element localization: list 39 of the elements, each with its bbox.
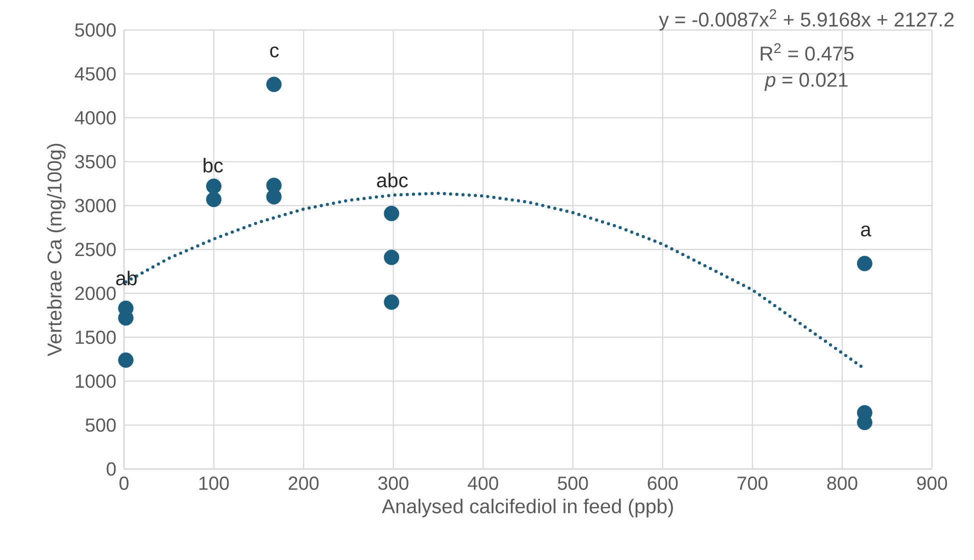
point <box>384 206 400 222</box>
x-tick-label: 0 <box>119 476 129 490</box>
y-tick-label: 3000 <box>75 198 116 212</box>
y-tick-label: 2500 <box>75 242 116 256</box>
x-tick-label: 200 <box>288 476 319 490</box>
annotation: R$^{2}$ = 0.475 <box>760 43 854 61</box>
point <box>206 178 222 194</box>
annotation: bc <box>204 158 223 173</box>
point <box>856 256 872 272</box>
x-tick-label: 800 <box>827 476 858 490</box>
y-tick-label: 1000 <box>76 374 116 388</box>
y-tick-label: 500 <box>86 418 116 432</box>
y-tick-label: 2000 <box>75 286 116 300</box>
point <box>118 352 134 368</box>
x-tick-label: 600 <box>648 476 678 490</box>
x-tick-label: 700 <box>738 476 768 490</box>
x-axis-title: Analysed calcifediol in feed (ppb) <box>382 498 673 518</box>
x-tick-label: 900 <box>917 476 948 490</box>
point <box>384 250 400 266</box>
point <box>266 189 282 205</box>
x-tick-label: 500 <box>558 476 588 490</box>
annotation: abc <box>377 172 408 188</box>
point <box>206 192 222 208</box>
y-tick-label: 4000 <box>74 111 116 124</box>
annotation: y = -0.0087x$^{2}$ + 5.9168x + 2127.2 <box>658 9 954 31</box>
point <box>266 76 282 92</box>
annotation: a <box>861 226 872 236</box>
annotation: c <box>270 46 279 58</box>
y-tick-label: 4500 <box>74 67 116 81</box>
y-tick-label: 3500 <box>75 154 116 168</box>
y-tick-label: 5000 <box>75 23 116 37</box>
x-tick-label: 100 <box>199 476 229 490</box>
annotation: p = 0.021 <box>764 72 848 91</box>
x-tick-label: 400 <box>468 476 498 490</box>
x-tick-label: 300 <box>378 476 408 490</box>
point <box>384 294 400 310</box>
y-tick-label: 1500 <box>76 330 116 344</box>
y-axis-title: Vertebrae Ca (mg/100g) <box>46 144 66 356</box>
y-tick-label: 0 <box>106 462 116 476</box>
